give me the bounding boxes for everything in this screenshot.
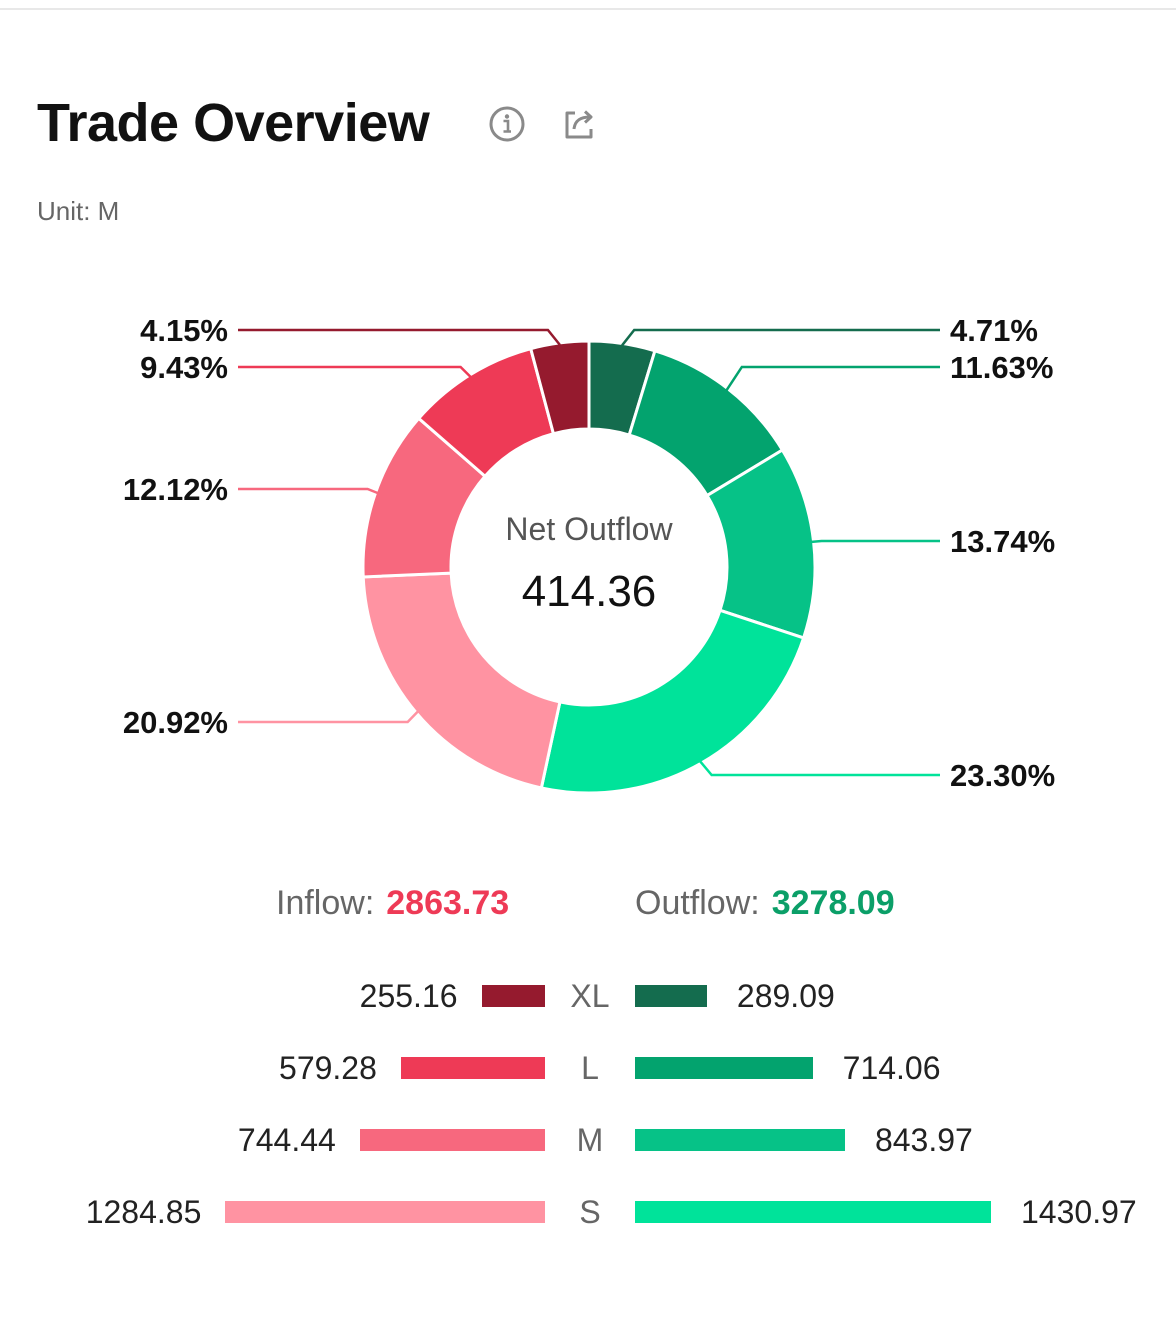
outflow-bar	[635, 1201, 991, 1223]
outflow-total: Outflow: 3278.09	[635, 884, 895, 923]
inflow-value: 255.16	[359, 978, 458, 1014]
leader-line	[725, 365, 940, 391]
percent-label: 11.63%	[950, 350, 1053, 385]
inflow-total-value: 2863.73	[386, 884, 510, 922]
inflow-bar	[225, 1201, 545, 1223]
percent-label: 13.74%	[950, 524, 1055, 559]
outflow-bar	[635, 985, 707, 1007]
percent-label: 20.92%	[123, 705, 228, 740]
leader-line	[621, 328, 940, 347]
top-divider	[0, 8, 1176, 10]
breakdown-row-s: 1284.85 S 1430.97	[0, 1190, 1176, 1234]
breakdown-row-xl: 255.16 XL 289.09	[0, 974, 1176, 1018]
leader-line	[238, 328, 561, 346]
outflow-value: 1430.97	[1021, 1194, 1137, 1230]
donut-slices	[361, 339, 817, 795]
percent-label: 23.30%	[950, 758, 1055, 793]
page-title: Trade Overview	[37, 93, 430, 153]
percent-label: 4.15%	[140, 313, 228, 348]
donut-percent-labels: 4.71%11.63% 13.74% 23.30% 20.92% 12.12% 9.43%…	[123, 313, 1055, 793]
inflow-bar	[359, 1129, 545, 1151]
leader-line	[238, 710, 419, 724]
inflow-bar	[400, 1057, 545, 1079]
size-label: M	[576, 1122, 604, 1158]
percent-label: 9.43%	[140, 350, 228, 385]
donut-slice-inflow-s[interactable]	[361, 571, 562, 790]
leader-line	[811, 539, 940, 544]
inflow-total-label: Inflow:	[276, 884, 375, 922]
outflow-value: 714.06	[842, 1050, 941, 1086]
donut-leader-lines	[238, 328, 940, 777]
unit-label: Unit: M	[37, 196, 120, 226]
outflow-bar	[635, 1129, 845, 1151]
leader-line	[238, 487, 379, 495]
outflow-value: 843.97	[874, 1122, 973, 1158]
breakdown-row-l: 579.28 L 714.06	[0, 1046, 1176, 1090]
inflow-bar	[481, 985, 545, 1007]
inflow-value: 1284.85	[85, 1194, 202, 1230]
center-value: 414.36	[522, 567, 657, 616]
donut-chart: 4.71%11.63% 13.74% 23.30% 20.92% 12.12% 9.43%…	[123, 313, 1055, 795]
outflow-total-label: Outflow:	[635, 884, 760, 922]
percent-label: 4.71%	[950, 313, 1038, 348]
size-label: L	[581, 1050, 599, 1086]
center-title: Net Outflow	[505, 511, 673, 547]
size-label: XL	[570, 978, 610, 1014]
info-icon[interactable]	[487, 104, 527, 144]
outflow-total-value: 3278.09	[771, 884, 895, 922]
breakdown-row-m: 744.44 M 843.97	[0, 1118, 1176, 1162]
donut-slice-outflow-s[interactable]	[539, 608, 806, 795]
leader-line	[238, 365, 472, 378]
size-label: S	[579, 1194, 601, 1230]
inflow-total: Inflow: 2863.73	[276, 884, 509, 923]
percent-label: 12.12%	[123, 472, 228, 507]
inflow-value: 579.28	[279, 1050, 377, 1086]
donut-slice-inflow-xl[interactable]	[528, 339, 591, 436]
leader-line	[699, 760, 940, 777]
outflow-bar	[635, 1057, 813, 1079]
inflow-value: 744.44	[237, 1122, 336, 1158]
outflow-value: 289.09	[736, 978, 835, 1014]
share-icon[interactable]	[560, 104, 600, 144]
